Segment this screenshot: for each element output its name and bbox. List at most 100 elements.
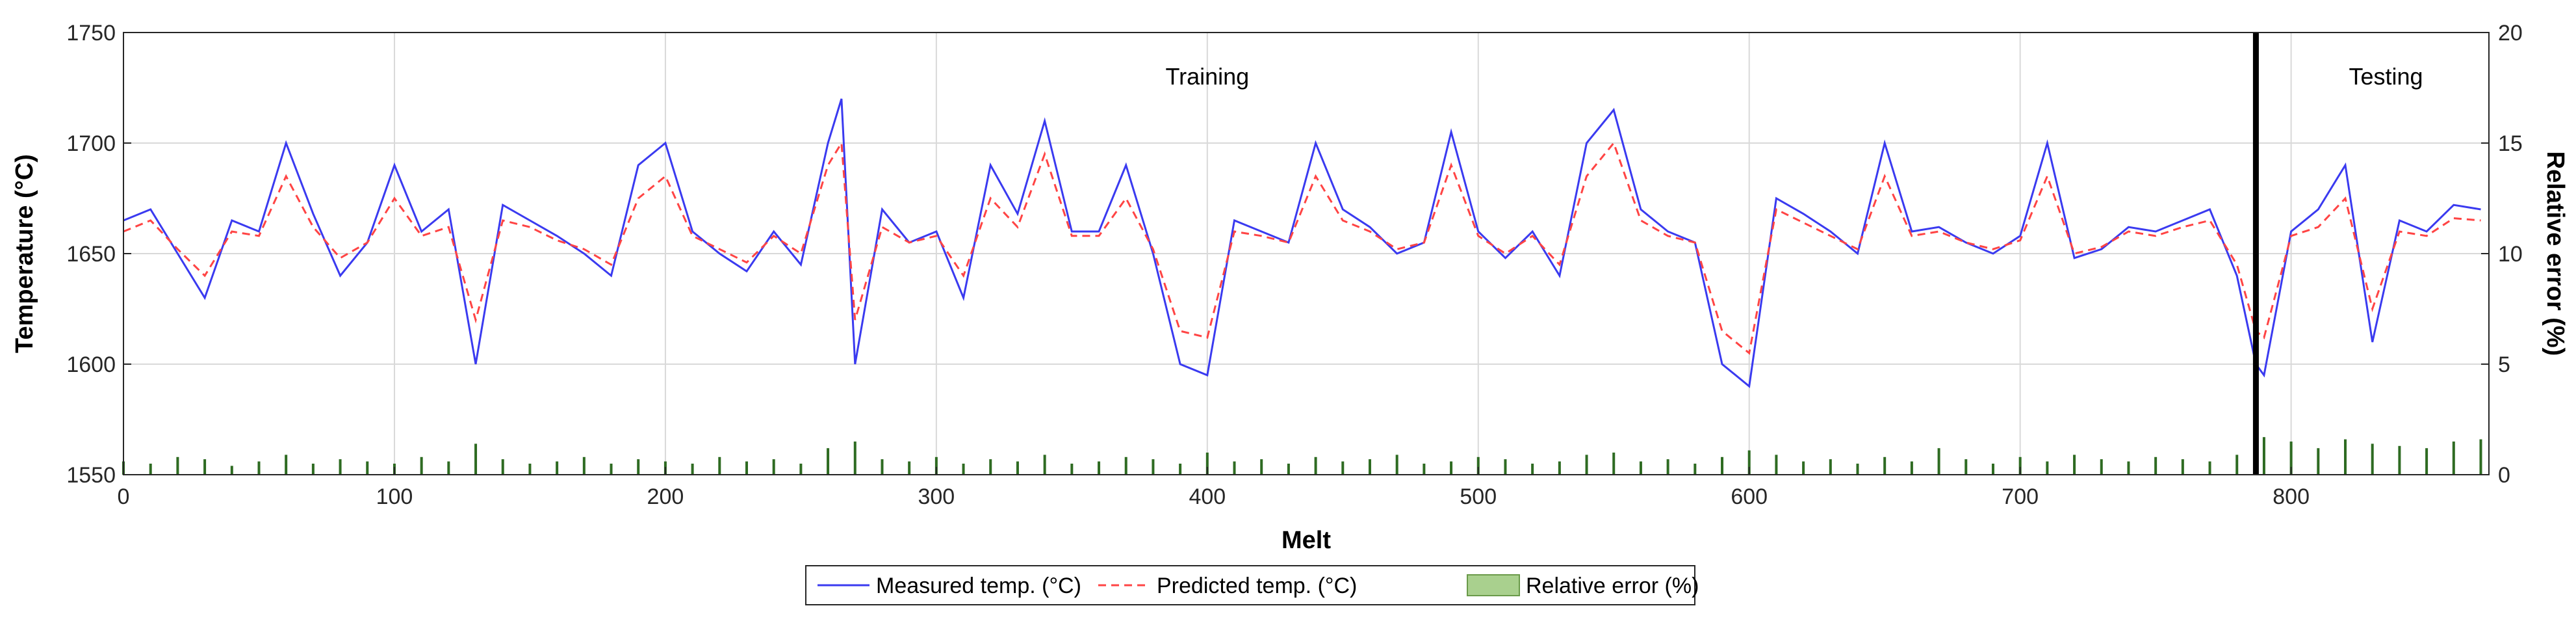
y-tick-label: 1550 [66,463,116,488]
error-bar [718,456,721,475]
error-bar [772,459,775,475]
error-bar [1612,453,1616,475]
error-bar [2371,443,2374,475]
error-bars [122,437,2482,475]
legend-error-label: Relative error (%) [1526,574,1699,598]
error-bar [1395,455,1398,475]
error-bar [149,464,152,475]
error-bar [2100,459,2103,475]
error-bar [1694,464,1697,475]
error-bar [2262,437,2265,475]
error-bar [311,464,315,475]
error-bar [1098,461,1101,475]
error-bar [366,461,369,475]
error-bar [1314,456,1317,475]
error-bar [1937,448,1940,475]
error-bar [2289,442,2293,475]
error-bar [1368,459,1371,475]
error-bar [420,456,423,475]
annotation-training: Training [1165,63,1249,90]
error-bar [1179,464,1182,475]
error-bar [1964,459,1968,475]
error-bar [881,459,884,475]
x-tick-label: 300 [918,484,955,509]
legend-error-swatch [1467,574,1520,596]
error-bar [582,456,586,475]
error-bar [528,464,532,475]
error-bar [1124,456,1127,475]
y2-axis-title: Relative error (%) [2542,152,2569,356]
x-axis-title: Melt [1282,527,1331,554]
error-bar [1585,455,1588,475]
error-bar [2018,456,2022,475]
error-bar [1747,450,1751,475]
error-bar [230,466,233,475]
error-bar [1070,464,1074,475]
error-bar [339,459,342,475]
error-bar [2235,455,2239,475]
error-bar [1016,461,1019,475]
error-bar [285,455,288,475]
legend: Measured temp. (°C) Predicted temp. (°C)… [805,565,1699,605]
error-bar [1205,453,1209,475]
error-bar [1233,461,1236,475]
y-tick-label: 1750 [66,21,116,46]
error-bar [176,456,179,475]
error-bar [1666,459,1669,475]
error-bar [1287,464,1290,475]
error-bar [2127,461,2130,475]
error-bar [2046,461,2049,475]
error-bar [853,442,857,475]
y-tick-label: 1600 [66,352,116,377]
predicted-temp-line [123,140,2481,355]
error-bar [1423,464,1426,475]
error-bar [447,461,450,475]
error-bar [556,461,559,475]
error-bar [1883,456,1887,475]
error-bar [1260,459,1263,475]
x-tick-label: 600 [1731,484,1768,509]
annotation-testing: Testing [2349,63,2423,90]
y2-tick-label: 20 [2498,21,2523,46]
legend-measured-label: Measured temp. (°C) [876,574,1081,598]
legend-predicted-label: Predicted temp. (°C) [1157,574,1357,598]
error-bar [1043,455,1046,475]
error-bar [962,464,965,475]
y2-tick-label: 0 [2498,463,2510,488]
error-bar [637,459,640,475]
error-bar [908,461,911,475]
error-bar [1558,461,1561,475]
error-bar [1450,461,1453,475]
error-bar [1991,464,1994,475]
error-bar [1910,461,1913,475]
y-tick-label: 1700 [66,131,116,156]
error-bar [501,459,504,475]
error-bar [2154,456,2157,475]
x-tick-label: 0 [118,484,130,509]
y2-tick-label: 10 [2498,242,2523,267]
error-bar [2425,448,2428,475]
error-bar [1152,459,1155,475]
x-tick-label: 800 [2273,484,2310,509]
error-bar [2073,455,2076,475]
error-bar [2181,459,2184,475]
x-tick-label: 200 [647,484,684,509]
error-bar [934,456,938,475]
y2-tick-label: 5 [2498,352,2510,377]
error-bar [989,459,992,475]
error-bar [827,448,830,475]
x-tick-label: 100 [376,484,413,509]
x-tick-label: 400 [1189,484,1226,509]
error-bar [691,464,694,475]
error-bar [745,461,748,475]
error-bar [2479,439,2482,475]
error-bar [1721,456,1724,475]
error-bar [1829,459,1832,475]
error-bar [1504,459,1507,475]
error-bar [1531,464,1534,475]
error-bar [1802,461,1805,475]
error-bar [1476,456,1480,475]
error-bar [1341,461,1345,475]
y2-tick-label: 15 [2498,131,2523,156]
